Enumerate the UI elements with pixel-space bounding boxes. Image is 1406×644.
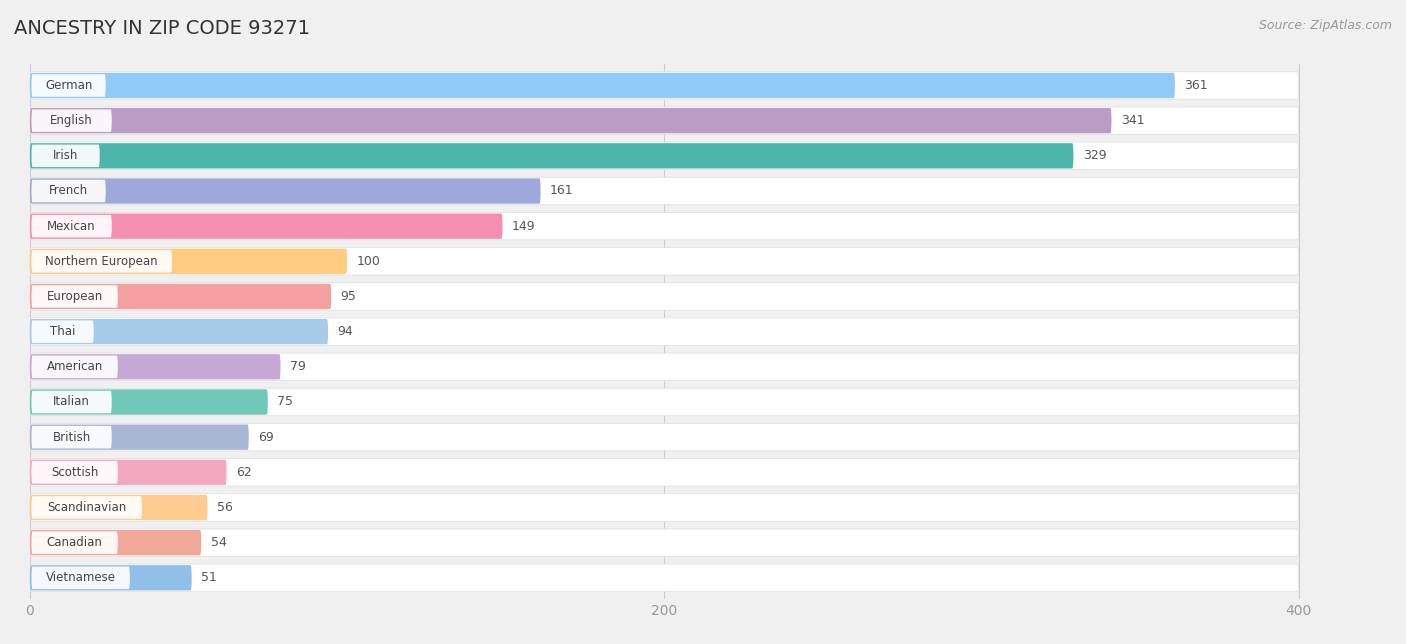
Text: American: American (46, 361, 103, 374)
FancyBboxPatch shape (31, 109, 111, 132)
FancyBboxPatch shape (30, 319, 328, 345)
FancyBboxPatch shape (30, 564, 1299, 592)
Text: Northern European: Northern European (45, 255, 157, 268)
FancyBboxPatch shape (31, 355, 118, 378)
FancyBboxPatch shape (31, 391, 111, 413)
Text: 161: 161 (550, 184, 574, 198)
Text: Scottish: Scottish (51, 466, 98, 479)
Text: 95: 95 (340, 290, 357, 303)
Text: 56: 56 (217, 501, 233, 514)
FancyBboxPatch shape (30, 214, 502, 239)
Text: German: German (45, 79, 93, 92)
FancyBboxPatch shape (31, 180, 105, 202)
Text: 100: 100 (357, 255, 381, 268)
Text: Scandinavian: Scandinavian (46, 501, 127, 514)
Text: 79: 79 (290, 361, 307, 374)
FancyBboxPatch shape (30, 213, 1299, 240)
FancyBboxPatch shape (30, 388, 1299, 416)
FancyBboxPatch shape (30, 178, 540, 204)
FancyBboxPatch shape (30, 143, 1073, 169)
Text: Irish: Irish (53, 149, 79, 162)
FancyBboxPatch shape (30, 247, 1299, 275)
FancyBboxPatch shape (30, 529, 1299, 556)
FancyBboxPatch shape (31, 215, 111, 238)
FancyBboxPatch shape (30, 460, 226, 485)
FancyBboxPatch shape (30, 353, 1299, 381)
FancyBboxPatch shape (30, 565, 191, 591)
FancyBboxPatch shape (30, 108, 1112, 133)
Text: 361: 361 (1184, 79, 1208, 92)
FancyBboxPatch shape (30, 71, 1299, 99)
FancyBboxPatch shape (31, 321, 94, 343)
FancyBboxPatch shape (30, 495, 208, 520)
FancyBboxPatch shape (31, 531, 118, 554)
Text: European: European (46, 290, 103, 303)
Text: Canadian: Canadian (46, 536, 103, 549)
Text: 75: 75 (277, 395, 294, 408)
FancyBboxPatch shape (31, 250, 172, 272)
FancyBboxPatch shape (30, 177, 1299, 205)
Text: Vietnamese: Vietnamese (45, 571, 115, 584)
FancyBboxPatch shape (30, 249, 347, 274)
FancyBboxPatch shape (30, 73, 1175, 98)
Text: 94: 94 (337, 325, 353, 338)
FancyBboxPatch shape (31, 74, 105, 97)
FancyBboxPatch shape (31, 285, 118, 308)
Text: ANCESTRY IN ZIP CODE 93271: ANCESTRY IN ZIP CODE 93271 (14, 19, 311, 39)
FancyBboxPatch shape (30, 424, 249, 450)
FancyBboxPatch shape (30, 283, 1299, 310)
FancyBboxPatch shape (31, 426, 111, 448)
Text: 69: 69 (259, 431, 274, 444)
Text: 62: 62 (236, 466, 252, 479)
FancyBboxPatch shape (31, 497, 142, 519)
Text: Italian: Italian (53, 395, 90, 408)
Text: British: British (52, 431, 91, 444)
FancyBboxPatch shape (30, 354, 280, 379)
Text: French: French (49, 184, 89, 198)
Text: Source: ZipAtlas.com: Source: ZipAtlas.com (1258, 19, 1392, 32)
Text: Thai: Thai (49, 325, 76, 338)
FancyBboxPatch shape (31, 461, 118, 484)
FancyBboxPatch shape (30, 107, 1299, 135)
FancyBboxPatch shape (30, 284, 332, 309)
FancyBboxPatch shape (30, 142, 1299, 169)
Text: 51: 51 (201, 571, 217, 584)
FancyBboxPatch shape (30, 459, 1299, 486)
Text: 149: 149 (512, 220, 536, 232)
FancyBboxPatch shape (31, 567, 129, 589)
FancyBboxPatch shape (30, 424, 1299, 451)
FancyBboxPatch shape (30, 494, 1299, 521)
Text: Mexican: Mexican (48, 220, 96, 232)
FancyBboxPatch shape (30, 530, 201, 555)
Text: 341: 341 (1121, 114, 1144, 127)
Text: English: English (51, 114, 93, 127)
FancyBboxPatch shape (31, 145, 100, 167)
FancyBboxPatch shape (30, 318, 1299, 345)
FancyBboxPatch shape (30, 390, 267, 415)
Text: 329: 329 (1083, 149, 1107, 162)
Text: 54: 54 (211, 536, 226, 549)
